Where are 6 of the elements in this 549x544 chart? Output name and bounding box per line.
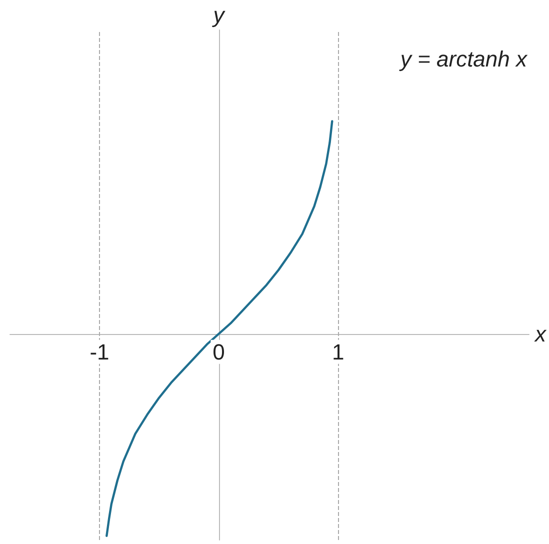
x-tick-label: -1 <box>90 339 110 364</box>
x-axis-title: x <box>534 321 547 346</box>
x-tick-label: 1 <box>332 339 344 364</box>
x-tick-label: 0 <box>212 339 225 364</box>
y-axis-title: y <box>211 2 226 28</box>
text: y = arctanh x <box>398 46 528 72</box>
